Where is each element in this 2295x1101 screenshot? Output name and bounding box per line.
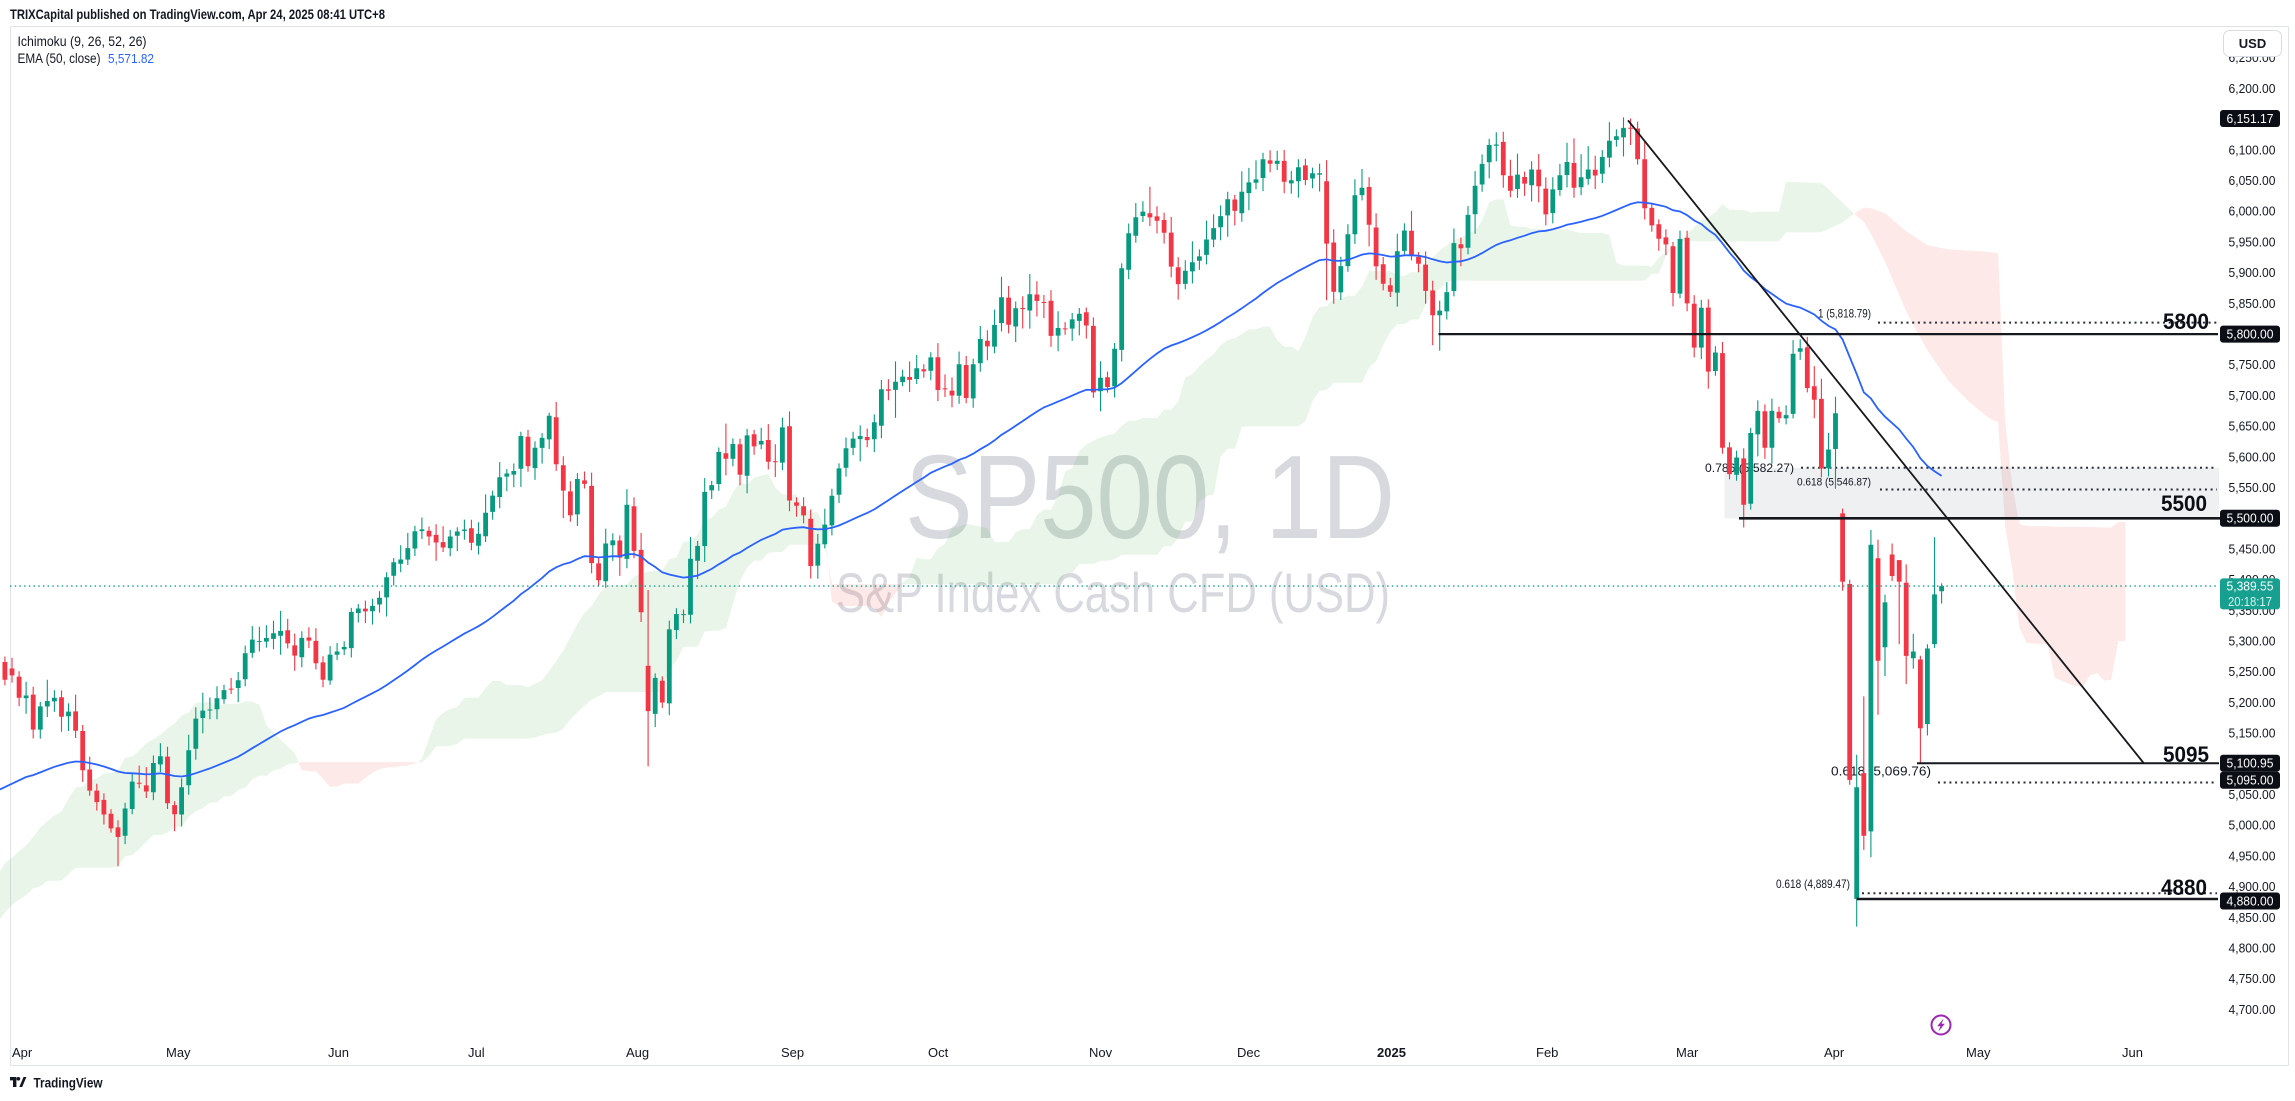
svg-text:USD: USD — [2239, 36, 2266, 51]
svg-text:May: May — [166, 1045, 191, 1060]
svg-text:20:18:17: 20:18:17 — [2228, 595, 2272, 609]
svg-text:6,100.00: 6,100.00 — [2229, 143, 2276, 157]
svg-text:5,050.00: 5,050.00 — [2229, 788, 2276, 802]
svg-text:4,850.00: 4,850.00 — [2229, 911, 2276, 925]
svg-text:4,900.00: 4,900.00 — [2229, 880, 2276, 894]
svg-text:Apr: Apr — [1824, 1045, 1845, 1060]
svg-text:Nov: Nov — [1089, 1045, 1113, 1060]
svg-text:4,880.00: 4,880.00 — [2227, 894, 2274, 908]
svg-text:0.618 (4,889.47): 0.618 (4,889.47) — [1776, 877, 1850, 891]
svg-text:Jul: Jul — [468, 1045, 485, 1060]
svg-text:Ichimoku (9, 26, 52, 26): Ichimoku (9, 26, 52, 26) — [18, 34, 147, 49]
svg-text:Apr: Apr — [12, 1045, 33, 1060]
svg-text:5,389.55: 5,389.55 — [2227, 580, 2274, 594]
svg-text:0.618 (5,069.76): 0.618 (5,069.76) — [1831, 764, 1931, 779]
svg-text:5,450.00: 5,450.00 — [2229, 542, 2276, 556]
svg-text:Mar: Mar — [1676, 1045, 1699, 1060]
svg-text:TradingView: TradingView — [34, 1076, 103, 1091]
svg-text:5,000.00: 5,000.00 — [2229, 819, 2276, 833]
svg-text:5,900.00: 5,900.00 — [2229, 266, 2276, 280]
svg-text:0.618 (5,546.87): 0.618 (5,546.87) — [1797, 477, 1871, 489]
svg-text:5800: 5800 — [2163, 309, 2209, 334]
svg-text:TRIXCapital published on Tradi: TRIXCapital published on TradingView.com… — [10, 6, 385, 22]
svg-text:6,151.17: 6,151.17 — [2227, 112, 2274, 126]
svg-text:5,300.00: 5,300.00 — [2229, 635, 2276, 649]
svg-text:4,700.00: 4,700.00 — [2229, 1003, 2276, 1017]
svg-text:5,600.00: 5,600.00 — [2229, 450, 2276, 464]
svg-text:4880: 4880 — [2161, 875, 2207, 900]
svg-text:4,750.00: 4,750.00 — [2229, 972, 2276, 986]
svg-text:5095: 5095 — [2163, 742, 2209, 767]
svg-text:5,650.00: 5,650.00 — [2229, 420, 2276, 434]
svg-text:Aug: Aug — [626, 1045, 649, 1060]
svg-text:Feb: Feb — [1536, 1045, 1558, 1060]
svg-text:5,550.00: 5,550.00 — [2229, 481, 2276, 495]
svg-text:SP500, 1D: SP500, 1D — [905, 431, 1395, 564]
svg-text:6,000.00: 6,000.00 — [2229, 205, 2276, 219]
svg-text:Sep: Sep — [781, 1045, 804, 1060]
svg-text:6,200.00: 6,200.00 — [2229, 82, 2276, 96]
svg-text:Jun: Jun — [2122, 1045, 2143, 1060]
svg-text:May: May — [1966, 1045, 1991, 1060]
svg-text:5,150.00: 5,150.00 — [2229, 727, 2276, 741]
svg-text:EMA (50, close): EMA (50, close) — [18, 51, 101, 66]
svg-text:5,250.00: 5,250.00 — [2229, 665, 2276, 679]
svg-text:4,800.00: 4,800.00 — [2229, 942, 2276, 956]
svg-text:5500: 5500 — [2161, 491, 2207, 516]
svg-text:Dec: Dec — [1237, 1045, 1261, 1060]
svg-text:Jun: Jun — [328, 1045, 349, 1060]
svg-text:2025: 2025 — [1377, 1045, 1406, 1060]
svg-text:5,850.00: 5,850.00 — [2229, 297, 2276, 311]
svg-text:5,095.00: 5,095.00 — [2227, 774, 2274, 788]
svg-text:S&P Index Cash CFD (USD): S&P Index Cash CFD (USD) — [836, 561, 1390, 624]
svg-text:5,200.00: 5,200.00 — [2229, 696, 2276, 710]
svg-text:Oct: Oct — [928, 1045, 949, 1060]
svg-text:5,800.00: 5,800.00 — [2227, 328, 2274, 342]
svg-text:5,571.82: 5,571.82 — [108, 51, 154, 66]
svg-text:5,700.00: 5,700.00 — [2229, 389, 2276, 403]
svg-text:6,050.00: 6,050.00 — [2229, 174, 2276, 188]
svg-text:4,950.00: 4,950.00 — [2229, 849, 2276, 863]
svg-text:1 (5,818.79): 1 (5,818.79) — [1818, 307, 1871, 321]
svg-text:5,100.95: 5,100.95 — [2227, 757, 2274, 771]
svg-text:5,950.00: 5,950.00 — [2229, 235, 2276, 249]
svg-text:5,500.00: 5,500.00 — [2227, 512, 2274, 526]
svg-text:5,750.00: 5,750.00 — [2229, 358, 2276, 372]
